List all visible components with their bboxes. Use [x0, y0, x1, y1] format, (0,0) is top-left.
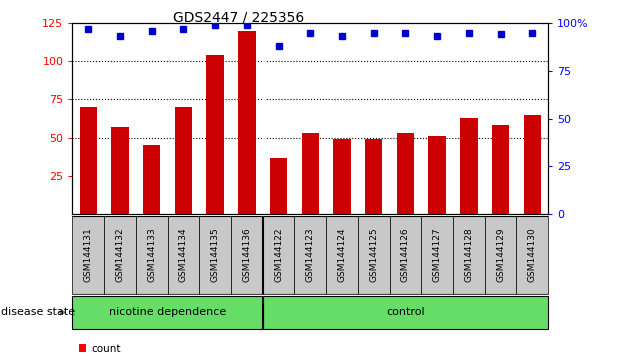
Text: GSM144123: GSM144123 — [306, 228, 315, 282]
Bar — [104, 216, 136, 294]
Text: control: control — [386, 307, 425, 318]
Text: GSM144125: GSM144125 — [369, 228, 378, 282]
Bar — [199, 216, 231, 294]
Text: GSM144126: GSM144126 — [401, 228, 410, 282]
Text: nicotine dependence: nicotine dependence — [109, 307, 226, 318]
Bar — [358, 216, 389, 294]
Bar — [168, 216, 199, 294]
Bar — [207, 55, 224, 214]
Bar — [365, 139, 382, 214]
Text: GSM144136: GSM144136 — [243, 228, 251, 282]
Text: GSM144122: GSM144122 — [274, 228, 283, 282]
Bar — [263, 296, 548, 329]
Bar — [484, 216, 517, 294]
Text: GSM144124: GSM144124 — [338, 228, 346, 282]
Bar — [397, 133, 414, 214]
Bar — [326, 216, 358, 294]
Text: count: count — [91, 344, 121, 354]
Text: GSM144132: GSM144132 — [115, 228, 125, 282]
Bar — [421, 216, 453, 294]
Bar — [136, 216, 168, 294]
Text: GSM144135: GSM144135 — [210, 228, 220, 282]
Bar — [453, 216, 484, 294]
Text: GSM144133: GSM144133 — [147, 228, 156, 282]
Bar — [231, 216, 263, 294]
Bar — [428, 136, 446, 214]
Text: GSM144130: GSM144130 — [528, 228, 537, 282]
Bar — [270, 158, 287, 214]
Text: GSM144127: GSM144127 — [433, 228, 442, 282]
Text: GSM144128: GSM144128 — [464, 228, 473, 282]
Bar — [389, 216, 421, 294]
Bar — [175, 107, 192, 214]
Bar — [333, 139, 351, 214]
Bar — [263, 216, 294, 294]
Bar — [72, 216, 104, 294]
Text: GSM144129: GSM144129 — [496, 228, 505, 282]
Text: GDS2447 / 225356: GDS2447 / 225356 — [173, 11, 304, 25]
Text: disease state: disease state — [1, 307, 75, 318]
Bar — [492, 125, 509, 214]
Bar — [79, 107, 97, 214]
Bar — [143, 145, 161, 214]
Bar — [294, 216, 326, 294]
Bar — [302, 133, 319, 214]
Bar — [112, 127, 129, 214]
Bar — [238, 31, 256, 214]
Bar — [72, 296, 263, 329]
Bar — [517, 216, 548, 294]
Bar — [524, 115, 541, 214]
Text: GSM144134: GSM144134 — [179, 228, 188, 282]
Text: GSM144131: GSM144131 — [84, 228, 93, 282]
Bar — [460, 118, 478, 214]
